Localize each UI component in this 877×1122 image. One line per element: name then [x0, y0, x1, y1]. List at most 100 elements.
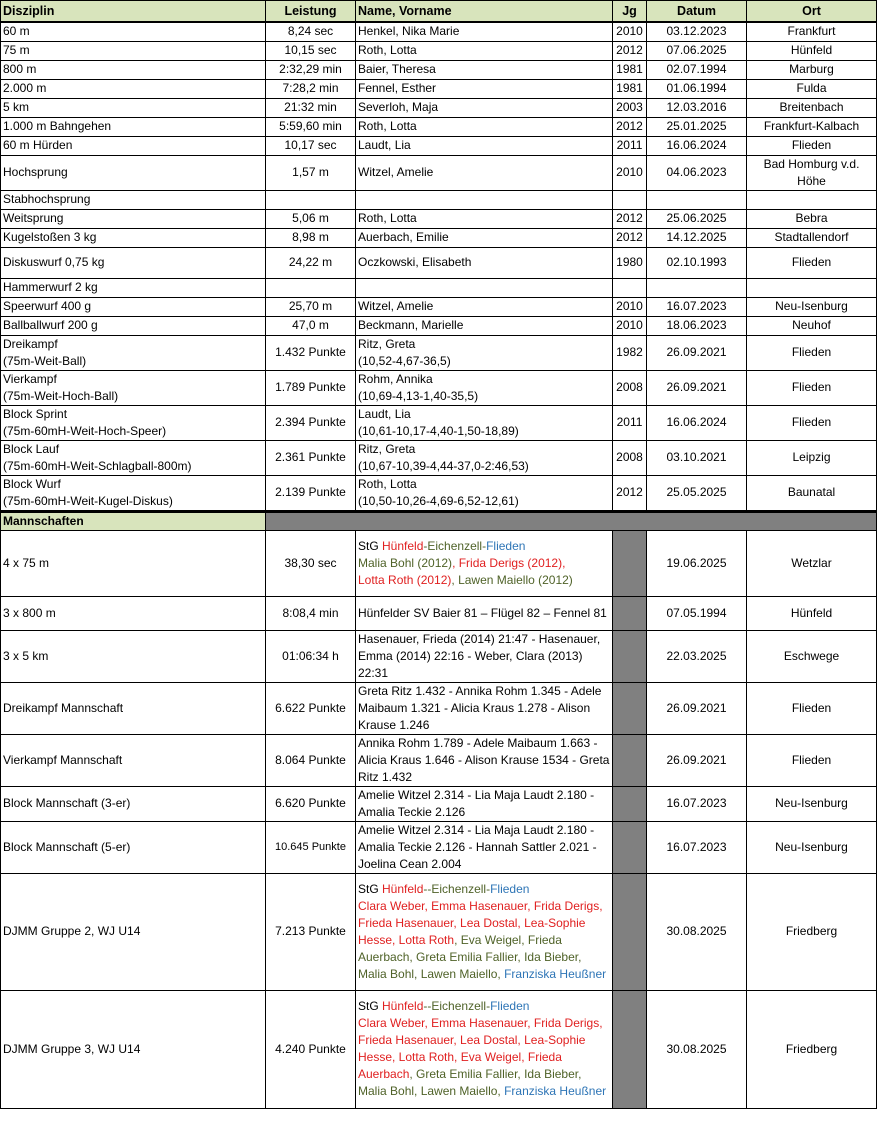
name-cell: Witzel, Amelie	[355, 154, 613, 191]
leistung-cell	[265, 189, 356, 210]
header-jg: Jg	[612, 0, 647, 23]
table-row: 5 km 21:32 min Severloh, Maja 2003 12.03.201…	[0, 97, 877, 118]
ort-cell: Breitenbach	[746, 97, 877, 118]
disziplin-cell: Ballballwurf 200 g	[0, 315, 266, 336]
team-row: DJMM Gruppe 2, WJ U14 7.213 Punkte StG Hün…	[0, 872, 877, 991]
disziplin-cell: 60 m Hürden	[0, 135, 266, 156]
leistung-cell: 8,24 sec	[265, 21, 356, 42]
jg-cell: 1982	[612, 334, 647, 371]
jg-cell: 2008	[612, 439, 647, 476]
leistung-cell: 8.064 Punkte	[265, 733, 356, 787]
name-segment: Amelie Witzel 2.314 - Lia Maja Laudt 2.1…	[358, 787, 595, 819]
team-row: 4 x 75 m 38,30 sec StG Hünfeld-Eichenzell-…	[0, 529, 877, 597]
table-row: Dreikampf (75m-Weit-Ball) 1.432 Punkte Rit…	[0, 334, 877, 371]
leistung-cell: 38,30 sec	[265, 529, 356, 597]
leistung-cell: 25,70 m	[265, 296, 356, 317]
section-header-row: Mannschaften	[0, 509, 877, 531]
ort-cell: Flieden	[746, 369, 877, 406]
leistung-cell	[265, 277, 356, 298]
ort-cell: Eschwege	[746, 629, 877, 683]
ort-cell: Flieden	[746, 246, 877, 279]
disziplin-cell: 2.000 m	[0, 78, 266, 99]
team-members-cell: StG Hünfeld-Eichenzell-Flieden Malia Boh…	[355, 529, 613, 597]
name-segment: Annika Rohm 1.789 - Adele Maibaum 1.663 …	[358, 735, 610, 784]
table-row: 800 m 2:32,29 min Baier, Theresa 1981 02.07.…	[0, 59, 877, 80]
jg-cell-empty	[612, 529, 647, 597]
jg-cell	[612, 189, 647, 210]
name-segment: -Eichenzell-	[423, 538, 487, 553]
datum-cell	[646, 189, 747, 210]
ort-cell: Flieden	[746, 733, 877, 787]
ort-cell: Marburg	[746, 59, 877, 80]
datum-cell: 25.06.2025	[646, 208, 747, 229]
disziplin-cell: Block Mannschaft (3-er)	[0, 785, 266, 822]
datum-cell: 30.08.2025	[646, 872, 747, 991]
name-segment: StG	[358, 881, 383, 896]
name-segment: Franziska Heußner	[500, 1084, 607, 1098]
jg-cell: 2011	[612, 404, 647, 441]
datum-cell: 14.12.2025	[646, 227, 747, 248]
team-members-cell: Greta Ritz 1.432 - Annika Rohm 1.345 - A…	[355, 681, 613, 735]
name-segment: , Lawen Maiello (2012)	[451, 572, 573, 587]
name-cell	[355, 277, 613, 298]
header-leistung: Leistung	[265, 0, 356, 23]
jg-cell: 2003	[612, 97, 647, 118]
datum-cell: 02.07.1994	[646, 59, 747, 80]
table-row: 60 m Hürden 10,17 sec Laudt, Lia 2011 16.06.…	[0, 135, 877, 156]
ort-cell: Flieden	[746, 135, 877, 156]
leistung-cell: 24,22 m	[265, 246, 356, 279]
disziplin-cell: Hochsprung	[0, 154, 266, 191]
team-row: 3 x 5 km 01:06:34 h Hasenauer, Frieda (201…	[0, 629, 877, 683]
name-segment: , Frida Derigs (2012), Lotta Roth (2012)	[358, 555, 566, 587]
ort-cell: Stadtallendorf	[746, 227, 877, 248]
jg-cell: 2010	[612, 21, 647, 42]
name-segment: Clara Weber, Emma Hasenauer, Frida Derig…	[358, 898, 603, 947]
leistung-cell: 21:32 min	[265, 97, 356, 118]
table-row: Ballballwurf 200 g 47,0 m Beckmann, Mariel…	[0, 315, 877, 336]
ort-cell: Bebra	[746, 208, 877, 229]
jg-cell: 2010	[612, 154, 647, 191]
disziplin-cell: Hammerwurf 2 kg	[0, 277, 266, 298]
ort-cell: Flieden	[746, 404, 877, 441]
datum-cell: 25.01.2025	[646, 116, 747, 137]
disziplin-cell: Kugelstoßen 3 kg	[0, 227, 266, 248]
name-cell: Rohm, Annika (10,69-4,13-1,40-35,5)	[355, 369, 613, 406]
table-row: Block Sprint (75m-60mH-Weit-Hoch-Speer) 2…	[0, 404, 877, 441]
datum-cell	[646, 277, 747, 298]
table-row: Kugelstoßen 3 kg 8,98 m Auerbach, Emilie 20…	[0, 227, 877, 248]
leistung-cell: 1.789 Punkte	[265, 369, 356, 406]
leistung-cell: 7.213 Punkte	[265, 872, 356, 991]
name-segment: Hünfeld	[382, 881, 424, 896]
disziplin-cell: Stabhochsprung	[0, 189, 266, 210]
jg-cell-empty	[612, 989, 647, 1109]
name-segment: Franziska Heußner	[500, 966, 607, 981]
name-segment: Flieden	[490, 999, 530, 1013]
leistung-cell: 10.645 Punkte	[265, 820, 356, 874]
disziplin-cell: 1.000 m Bahngehen	[0, 116, 266, 137]
disziplin-cell: Diskuswurf 0,75 kg	[0, 246, 266, 279]
name-cell: Ritz, Greta (10,67-10,39-4,44-37,0-2:46,…	[355, 439, 613, 476]
name-cell: Severloh, Maja	[355, 97, 613, 118]
ort-cell: Hünfeld	[746, 595, 877, 631]
jg-cell-empty	[612, 733, 647, 787]
name-segment: --Eichenzell-	[423, 881, 491, 896]
name-cell: Roth, Lotta (10,50-10,26-4,69-6,52-12,61…	[355, 474, 613, 512]
datum-cell: 12.03.2016	[646, 97, 747, 118]
name-segment: --Eichenzell-	[423, 999, 491, 1013]
datum-cell: 07.05.1994	[646, 595, 747, 631]
name-segment: Hünfeld	[382, 538, 424, 553]
table-row: Stabhochsprung	[0, 189, 877, 210]
datum-cell: 16.06.2024	[646, 135, 747, 156]
leistung-cell: 5:59,60 min	[265, 116, 356, 137]
name-cell: Beckmann, Marielle	[355, 315, 613, 336]
ort-cell: Flieden	[746, 334, 877, 371]
datum-cell: 02.10.1993	[646, 246, 747, 279]
datum-cell: 03.10.2021	[646, 439, 747, 476]
datum-cell: 26.09.2021	[646, 681, 747, 735]
table-row: 2.000 m 7:28,2 min Fennel, Esther 1981 01.06…	[0, 78, 877, 99]
datum-cell: 26.09.2021	[646, 733, 747, 787]
name-cell	[355, 189, 613, 210]
name-segment: , Greta Emilia Fallier, Ida Bieber, Mali…	[358, 1067, 582, 1098]
jg-cell: 2012	[612, 208, 647, 229]
jg-cell: 1981	[612, 59, 647, 80]
